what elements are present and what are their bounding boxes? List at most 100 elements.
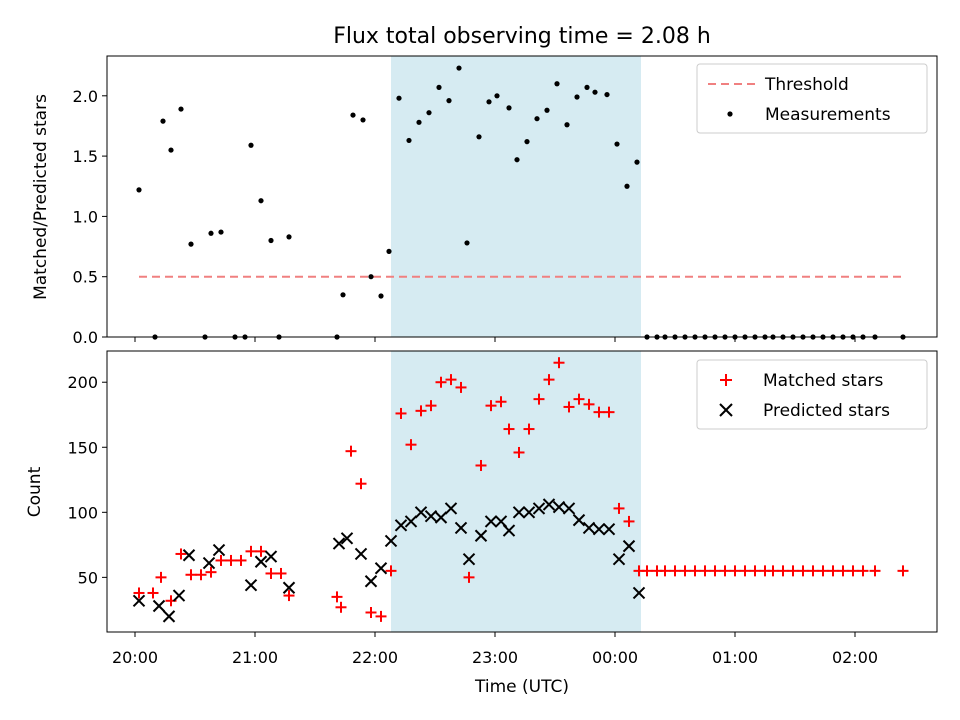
matched-star-point [563, 401, 575, 413]
x-marker-b [474, 529, 488, 542]
measurement-point [476, 134, 482, 140]
legend-predicted-swatch [719, 403, 733, 417]
matched-star-point [503, 423, 515, 435]
predicted-star-point [340, 532, 354, 545]
x-marker-b [264, 550, 278, 563]
matched-star-point [641, 565, 653, 577]
matched-star-point [669, 565, 681, 577]
matched-star-point [395, 407, 407, 419]
predicted-star-point [132, 594, 146, 607]
measurement-point [208, 230, 214, 236]
measurement-point [368, 274, 374, 280]
predicted-star-point [502, 524, 516, 537]
predicted-star-point [282, 581, 296, 594]
matched-star-point [495, 396, 507, 408]
measurement-point [524, 139, 530, 145]
legend-measurements-swatch [727, 111, 733, 117]
x-tick-label: 01:00 [712, 648, 758, 667]
matched-star-point [807, 565, 819, 577]
top-legend: Threshold Measurements [696, 63, 928, 134]
legend-measurements-label: Measurements [765, 105, 891, 125]
matched-star-point [445, 374, 457, 386]
matched-star-point [185, 569, 197, 581]
matched-star-point [335, 601, 347, 613]
measurement-point [554, 81, 560, 87]
matched-star-point [425, 400, 437, 412]
measurement-point [624, 183, 630, 189]
predicted-star-point [582, 521, 596, 535]
measurement-point [350, 112, 356, 118]
measurement-point [258, 198, 264, 204]
matched-star-point [777, 565, 789, 577]
measurement-point [514, 157, 520, 163]
matched-star-point [485, 400, 497, 412]
matched-star-point [583, 398, 595, 410]
matched-star-point [235, 554, 247, 566]
measurement-point [564, 122, 570, 128]
predicted-star-point [212, 543, 226, 557]
measurement-point [506, 105, 512, 111]
top-y-label: Matched/Predicted stars [31, 94, 51, 300]
measurement-point [544, 107, 550, 113]
top-y-axis: 0.0 0.5 1.0 1.5 2.0 [73, 87, 107, 347]
x-tick-label: 22:00 [352, 648, 398, 667]
matched-star-point [679, 565, 691, 577]
predicted-star-point [162, 610, 176, 623]
x-axis-label: Time (UTC) [474, 677, 569, 697]
x-marker-b [454, 521, 468, 535]
predicted-star-point [462, 552, 476, 566]
x-tick-label: 23:00 [472, 648, 518, 667]
matched-star-point [553, 357, 565, 369]
predicted-star-point [404, 515, 418, 528]
measurement-point [286, 234, 292, 240]
bottom-y-axis: 50 100 150 200 [67, 373, 107, 587]
matched-star-point [573, 393, 585, 405]
top-axes-frame [106, 55, 938, 338]
measurement-point [136, 187, 142, 193]
predicted-star-point [152, 599, 166, 613]
measurement-point [168, 147, 174, 153]
x-marker-b [532, 502, 546, 515]
matched-star-point [513, 446, 525, 458]
bottom-y-label: Count [25, 466, 45, 517]
predicted-star-point [522, 506, 536, 519]
matched-star-point [205, 566, 217, 578]
matched-star-point [787, 565, 799, 577]
matched-star-point [623, 515, 635, 527]
predicted-star-point [264, 550, 278, 563]
x-marker-b [332, 537, 346, 550]
measurement-point [614, 141, 620, 147]
legend-matched-swatch [720, 374, 732, 386]
measurement-point [464, 240, 470, 246]
matched-star-point [603, 406, 615, 418]
predicted-star-point [182, 549, 196, 562]
matched-star-point [355, 478, 367, 490]
measurement-point [268, 237, 274, 244]
x-marker-b [512, 506, 526, 519]
matched-star-point [463, 571, 475, 583]
predicted-star-point [354, 547, 368, 561]
top-x-ticks [134, 337, 856, 342]
top-y-tick-label: 2.0 [73, 87, 98, 106]
x-marker-b [719, 403, 733, 417]
matched-star-point [175, 548, 187, 560]
measurement-point [634, 159, 640, 165]
x-marker-b [354, 547, 368, 561]
predicted-star-point [562, 502, 576, 515]
legend-matched-label: Matched stars [763, 371, 883, 391]
matched-star-point [797, 565, 809, 577]
x-marker-b [502, 524, 516, 537]
matched-star-point [225, 554, 237, 566]
matched-star-point [817, 565, 829, 577]
x-marker-b [632, 586, 646, 600]
x-marker-b [172, 589, 186, 602]
matched-star-point [523, 423, 535, 435]
x-marker-b [162, 610, 176, 623]
measurement-point [218, 229, 224, 235]
measurement-point [436, 84, 442, 90]
matched-star-point [613, 502, 625, 514]
x-marker-b [384, 534, 398, 548]
x-marker-b [212, 543, 226, 557]
x-marker-b [152, 599, 166, 613]
measurement-point [592, 89, 598, 95]
